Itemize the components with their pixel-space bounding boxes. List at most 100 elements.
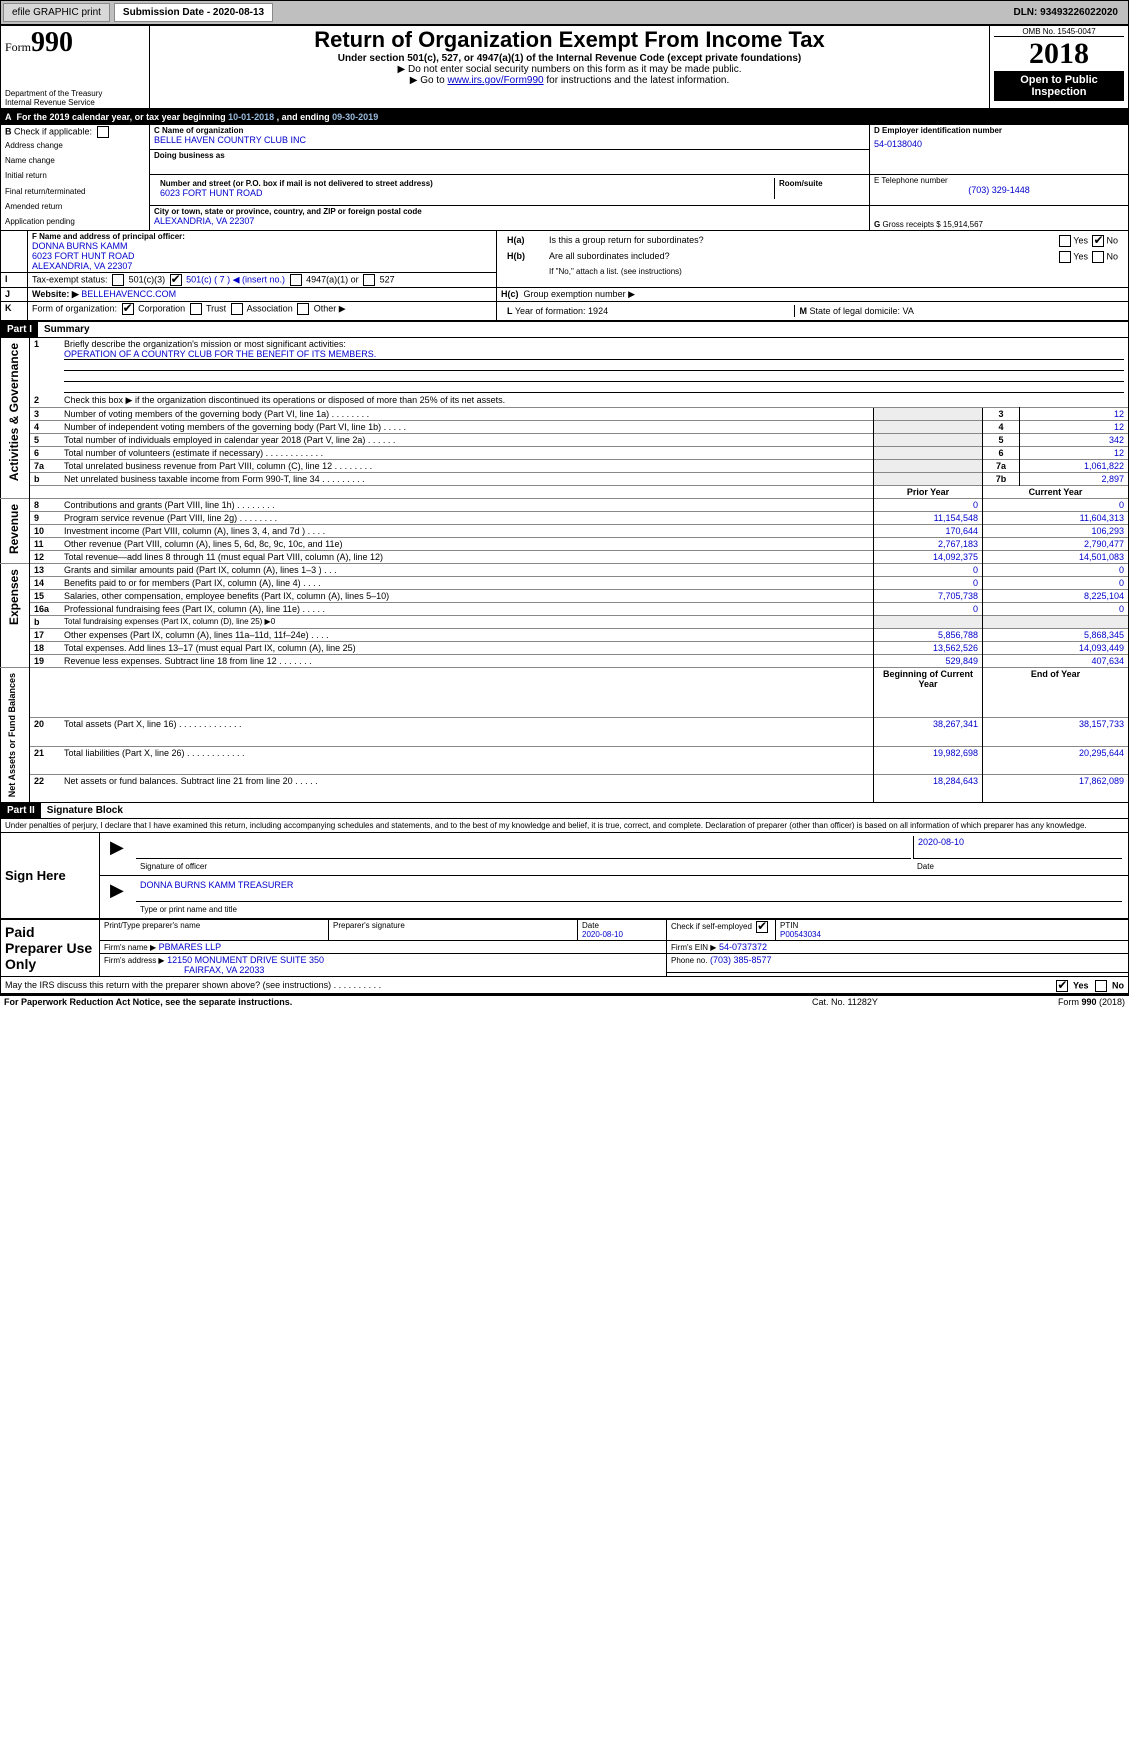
- sig-date-label: Date: [913, 861, 1122, 872]
- sign-date: 2020-08-10: [918, 837, 964, 847]
- exp-16b: Total fundraising expenses (Part IX, col…: [60, 616, 874, 629]
- tax-year: 2018: [994, 37, 1124, 71]
- net-label: Net Assets or Fund Balances: [5, 669, 19, 801]
- prep-date-hdr: Date: [582, 921, 599, 930]
- form-org-label: Form of organization:: [32, 304, 117, 314]
- form-title: Return of Organization Exempt From Incom…: [154, 27, 985, 53]
- paid-preparer-block: Paid Preparer Use Only Print/Type prepar…: [0, 919, 1129, 977]
- hb-yes[interactable]: [1059, 251, 1071, 263]
- phone-value: (703) 329-1448: [874, 185, 1124, 195]
- ptin-hdr: PTIN: [780, 921, 798, 930]
- rev-12: Total revenue—add lines 8 through 11 (mu…: [60, 551, 874, 564]
- firm-addr2: FAIRFAX, VA 22033: [184, 965, 264, 975]
- submission-date: Submission Date - 2020-08-13: [114, 3, 273, 22]
- line-a: A For the 2019 calendar year, or tax yea…: [0, 109, 1129, 125]
- checkbox-generic[interactable]: [97, 126, 109, 138]
- ha-yes[interactable]: [1059, 235, 1071, 247]
- discuss-no[interactable]: [1095, 980, 1107, 992]
- prior-year-hdr: Prior Year: [874, 486, 983, 499]
- check-options: Address change Name change Initial retur…: [5, 138, 145, 229]
- form-subtitle-3: ▶ Go to www.irs.gov/Form990 for instruct…: [154, 75, 985, 86]
- hb-no[interactable]: [1092, 251, 1104, 263]
- v7b: 2,897: [1020, 473, 1129, 486]
- exp-19: Revenue less expenses. Subtract line 18 …: [60, 655, 874, 668]
- end-year-hdr: End of Year: [983, 668, 1129, 718]
- declaration: Under penalties of perjury, I declare th…: [0, 818, 1129, 832]
- line3: Number of voting members of the governin…: [60, 408, 874, 421]
- officer-label: F Name and address of principal officer:: [32, 232, 185, 241]
- officer-name: DONNA BURNS KAMM: [32, 241, 492, 251]
- tax-exempt-label: Tax-exempt status:: [32, 275, 108, 285]
- efile-button[interactable]: efile GRAPHIC print: [3, 3, 110, 22]
- line7a: Total unrelated business revenue from Pa…: [60, 460, 874, 473]
- exp-label: Expenses: [5, 565, 23, 629]
- firm-addr1: 12150 MONUMENT DRIVE SUITE 350: [167, 955, 324, 965]
- form-number: 990: [31, 27, 73, 58]
- checkbox-label: Check if applicable:: [14, 126, 92, 136]
- corp-check[interactable]: [122, 303, 134, 315]
- city-value: ALEXANDRIA, VA 22307: [154, 216, 865, 226]
- exp-14: Benefits paid to or for members (Part IX…: [60, 577, 874, 590]
- gross-receipts: G Gross receipts $ 15,914,567: [874, 220, 1124, 229]
- assoc-check[interactable]: [231, 303, 243, 315]
- 4947-check[interactable]: [290, 274, 302, 286]
- line5: Total number of individuals employed in …: [60, 434, 874, 447]
- city-label: City or town, state or province, country…: [154, 207, 865, 216]
- v6: 12: [1020, 447, 1129, 460]
- 501c3-check[interactable]: [112, 274, 124, 286]
- line7b: Net unrelated business taxable income fr…: [60, 473, 874, 486]
- street-label: Number and street (or P.O. box if mail i…: [160, 179, 768, 188]
- prep-name-hdr: Print/Type preparer's name: [100, 920, 329, 941]
- website-value: BELLEHAVENCC.COM: [81, 289, 176, 299]
- officer-street: 6023 FORT HUNT ROAD: [32, 251, 492, 261]
- ptin-val: P00543034: [780, 930, 821, 939]
- part1-header: Part ISummary: [0, 321, 1129, 337]
- gov-label: Activities & Governance: [5, 339, 23, 485]
- exp-18: Total expenses. Add lines 13–17 (must eq…: [60, 642, 874, 655]
- line4: Number of independent voting members of …: [60, 421, 874, 434]
- rev-label: Revenue: [5, 500, 23, 558]
- dba-label: Doing business as: [154, 151, 865, 160]
- street-value: 6023 FORT HUNT ROAD: [160, 188, 768, 198]
- domicile: State of legal domicile: VA: [810, 306, 914, 316]
- footer-row: For Paperwork Reduction Act Notice, see …: [0, 994, 1129, 1008]
- top-toolbar: efile GRAPHIC print Submission Date - 20…: [0, 0, 1129, 25]
- v7a: 1,061,822: [1020, 460, 1129, 473]
- irs-link[interactable]: www.irs.gov/Form990: [447, 75, 543, 86]
- part2-header: Part IISignature Block: [0, 803, 1129, 818]
- other-check[interactable]: [297, 303, 309, 315]
- part1-body: Activities & Governance 1 Briefly descri…: [0, 337, 1129, 803]
- v5: 342: [1020, 434, 1129, 447]
- trust-check[interactable]: [190, 303, 202, 315]
- line2: Check this box ▶ if the organization dis…: [60, 394, 1129, 408]
- 527-check[interactable]: [363, 274, 375, 286]
- org-name: BELLE HAVEN COUNTRY CLUB INC: [154, 135, 865, 145]
- net-22: Net assets or fund balances. Subtract li…: [60, 774, 874, 802]
- prep-sig-hdr: Preparer's signature: [329, 920, 578, 941]
- ha-no[interactable]: [1092, 235, 1104, 247]
- firm-phone: (703) 385-8577: [710, 955, 772, 965]
- entity-block: B Check if applicable: Address change Na…: [0, 125, 1129, 231]
- org-name-label: C Name of organization: [154, 126, 865, 135]
- website-label: Website: ▶: [32, 289, 79, 299]
- v4: 12: [1020, 421, 1129, 434]
- year-formation: Year of formation: 1924: [515, 306, 608, 316]
- ein-value: 54-0138040: [874, 135, 1124, 153]
- signer-name: DONNA BURNS KAMM TREASURER: [136, 879, 1122, 902]
- pra-notice: For Paperwork Reduction Act Notice, see …: [4, 997, 292, 1007]
- v3: 12: [1020, 408, 1129, 421]
- line6: Total number of volunteers (estimate if …: [60, 447, 874, 460]
- prep-self-hdr: Check if self-employed: [667, 920, 776, 941]
- self-emp-check[interactable]: [756, 921, 768, 933]
- rev-9: Program service revenue (Part VIII, line…: [60, 512, 874, 525]
- form-label: Form: [5, 40, 31, 54]
- net-21: Total liabilities (Part X, line 26) . . …: [60, 746, 874, 774]
- phone-label: E Telephone number: [874, 176, 1124, 185]
- 501c-check[interactable]: [170, 274, 182, 286]
- current-year-hdr: Current Year: [983, 486, 1129, 499]
- discuss-yes[interactable]: [1056, 980, 1068, 992]
- officer-block: F Name and address of principal officer:…: [0, 231, 1129, 321]
- net-20: Total assets (Part X, line 16) . . . . .…: [60, 718, 874, 746]
- exp-17: Other expenses (Part IX, column (A), lin…: [60, 629, 874, 642]
- open-public-badge: Open to Public Inspection: [994, 71, 1124, 101]
